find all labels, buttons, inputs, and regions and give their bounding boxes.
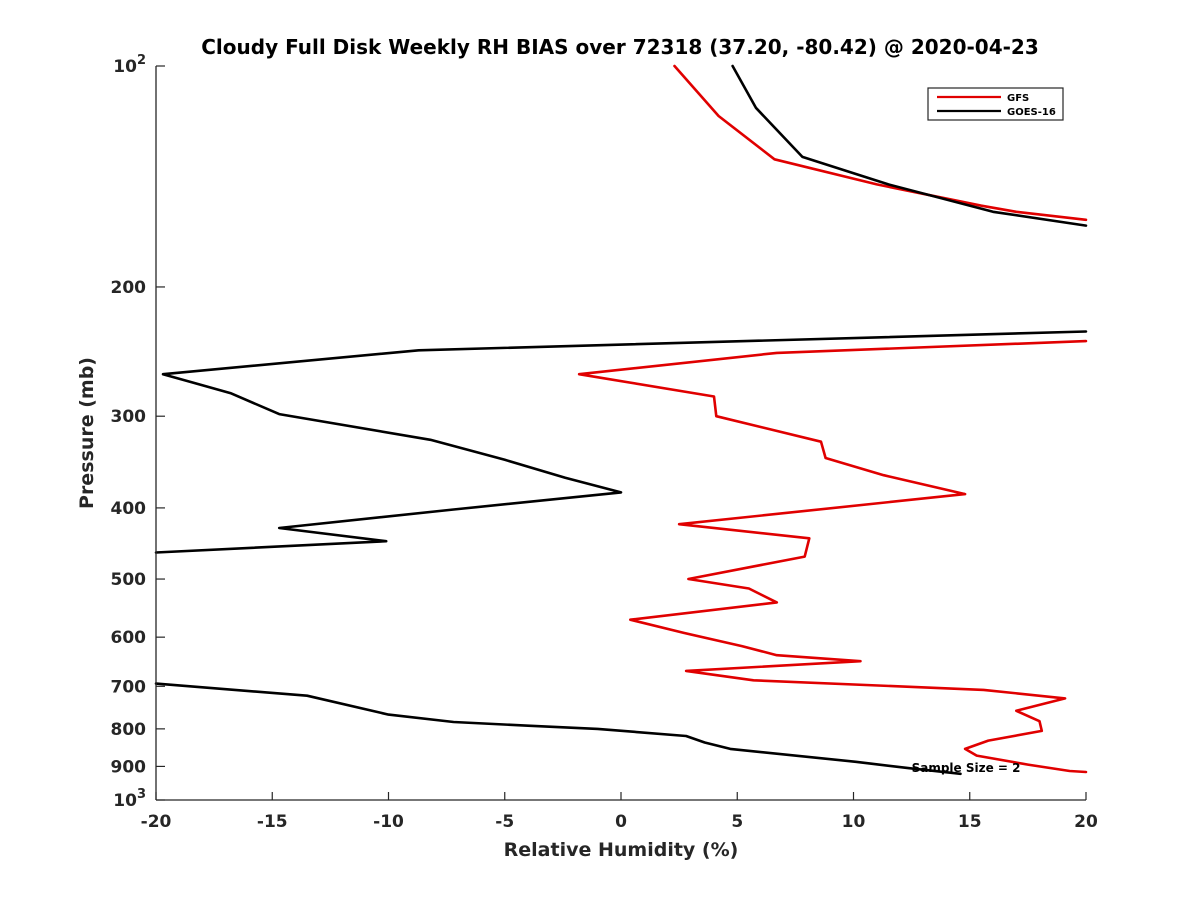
series-line-goes16-segment-1 [731,64,1088,227]
x-tick-label: 0 [615,812,627,832]
plot-area [156,66,1086,800]
y-tick-label: 102 [113,53,146,77]
series-line-gfs-segment-2 [577,339,1088,774]
legend-label-gfs: GFS [1007,93,1029,104]
series-layer [154,64,1088,776]
chart-title: Cloudy Full Disk Weekly RH BIAS over 723… [201,35,1039,59]
y-tick-exponent: 2 [137,53,146,68]
x-tick-label: -5 [495,812,514,832]
y-axis-label: Pressure (mb) [76,357,98,509]
legend-label-goes16: GOES-16 [1007,107,1056,118]
y-tick-label: 103 [113,787,146,811]
x-axis-ticks: -20 -15 -10 -5 0 5 10 15 20 [141,792,1098,832]
legend-box [927,87,1064,121]
x-tick-label: 20 [1074,812,1098,832]
y-axis-ticks: 102 200 300 400 500 600 700 800 900 103 [111,53,165,811]
legend: GFS GOES-16 [927,87,1064,121]
y-tick-label: 400 [111,499,147,519]
x-tick-label: 15 [958,812,982,832]
y-tick-label: 500 [111,570,147,590]
series-line-goes16-segment-3 [154,682,962,776]
y-tick-label: 800 [111,720,147,740]
y-tick-label: 200 [111,278,147,298]
y-tick-exponent: 3 [137,787,146,802]
x-tick-label: 10 [842,812,866,832]
x-tick-label: -10 [373,812,404,832]
y-tick-label: 600 [111,628,147,648]
x-tick-label: 5 [731,812,743,832]
x-tick-label: -20 [141,812,172,832]
sample-size-annotation: Sample Size = 2 [912,761,1021,775]
x-axis-label: Relative Humidity (%) [504,839,739,861]
series-line-goes16-segment-2 [154,330,1088,554]
x-tick-label: -15 [257,812,288,832]
y-tick-label: 300 [111,407,147,427]
y-tick-label: 700 [111,677,147,697]
series-line-gfs-segment-1 [673,64,1088,222]
y-tick-label: 900 [111,757,147,777]
